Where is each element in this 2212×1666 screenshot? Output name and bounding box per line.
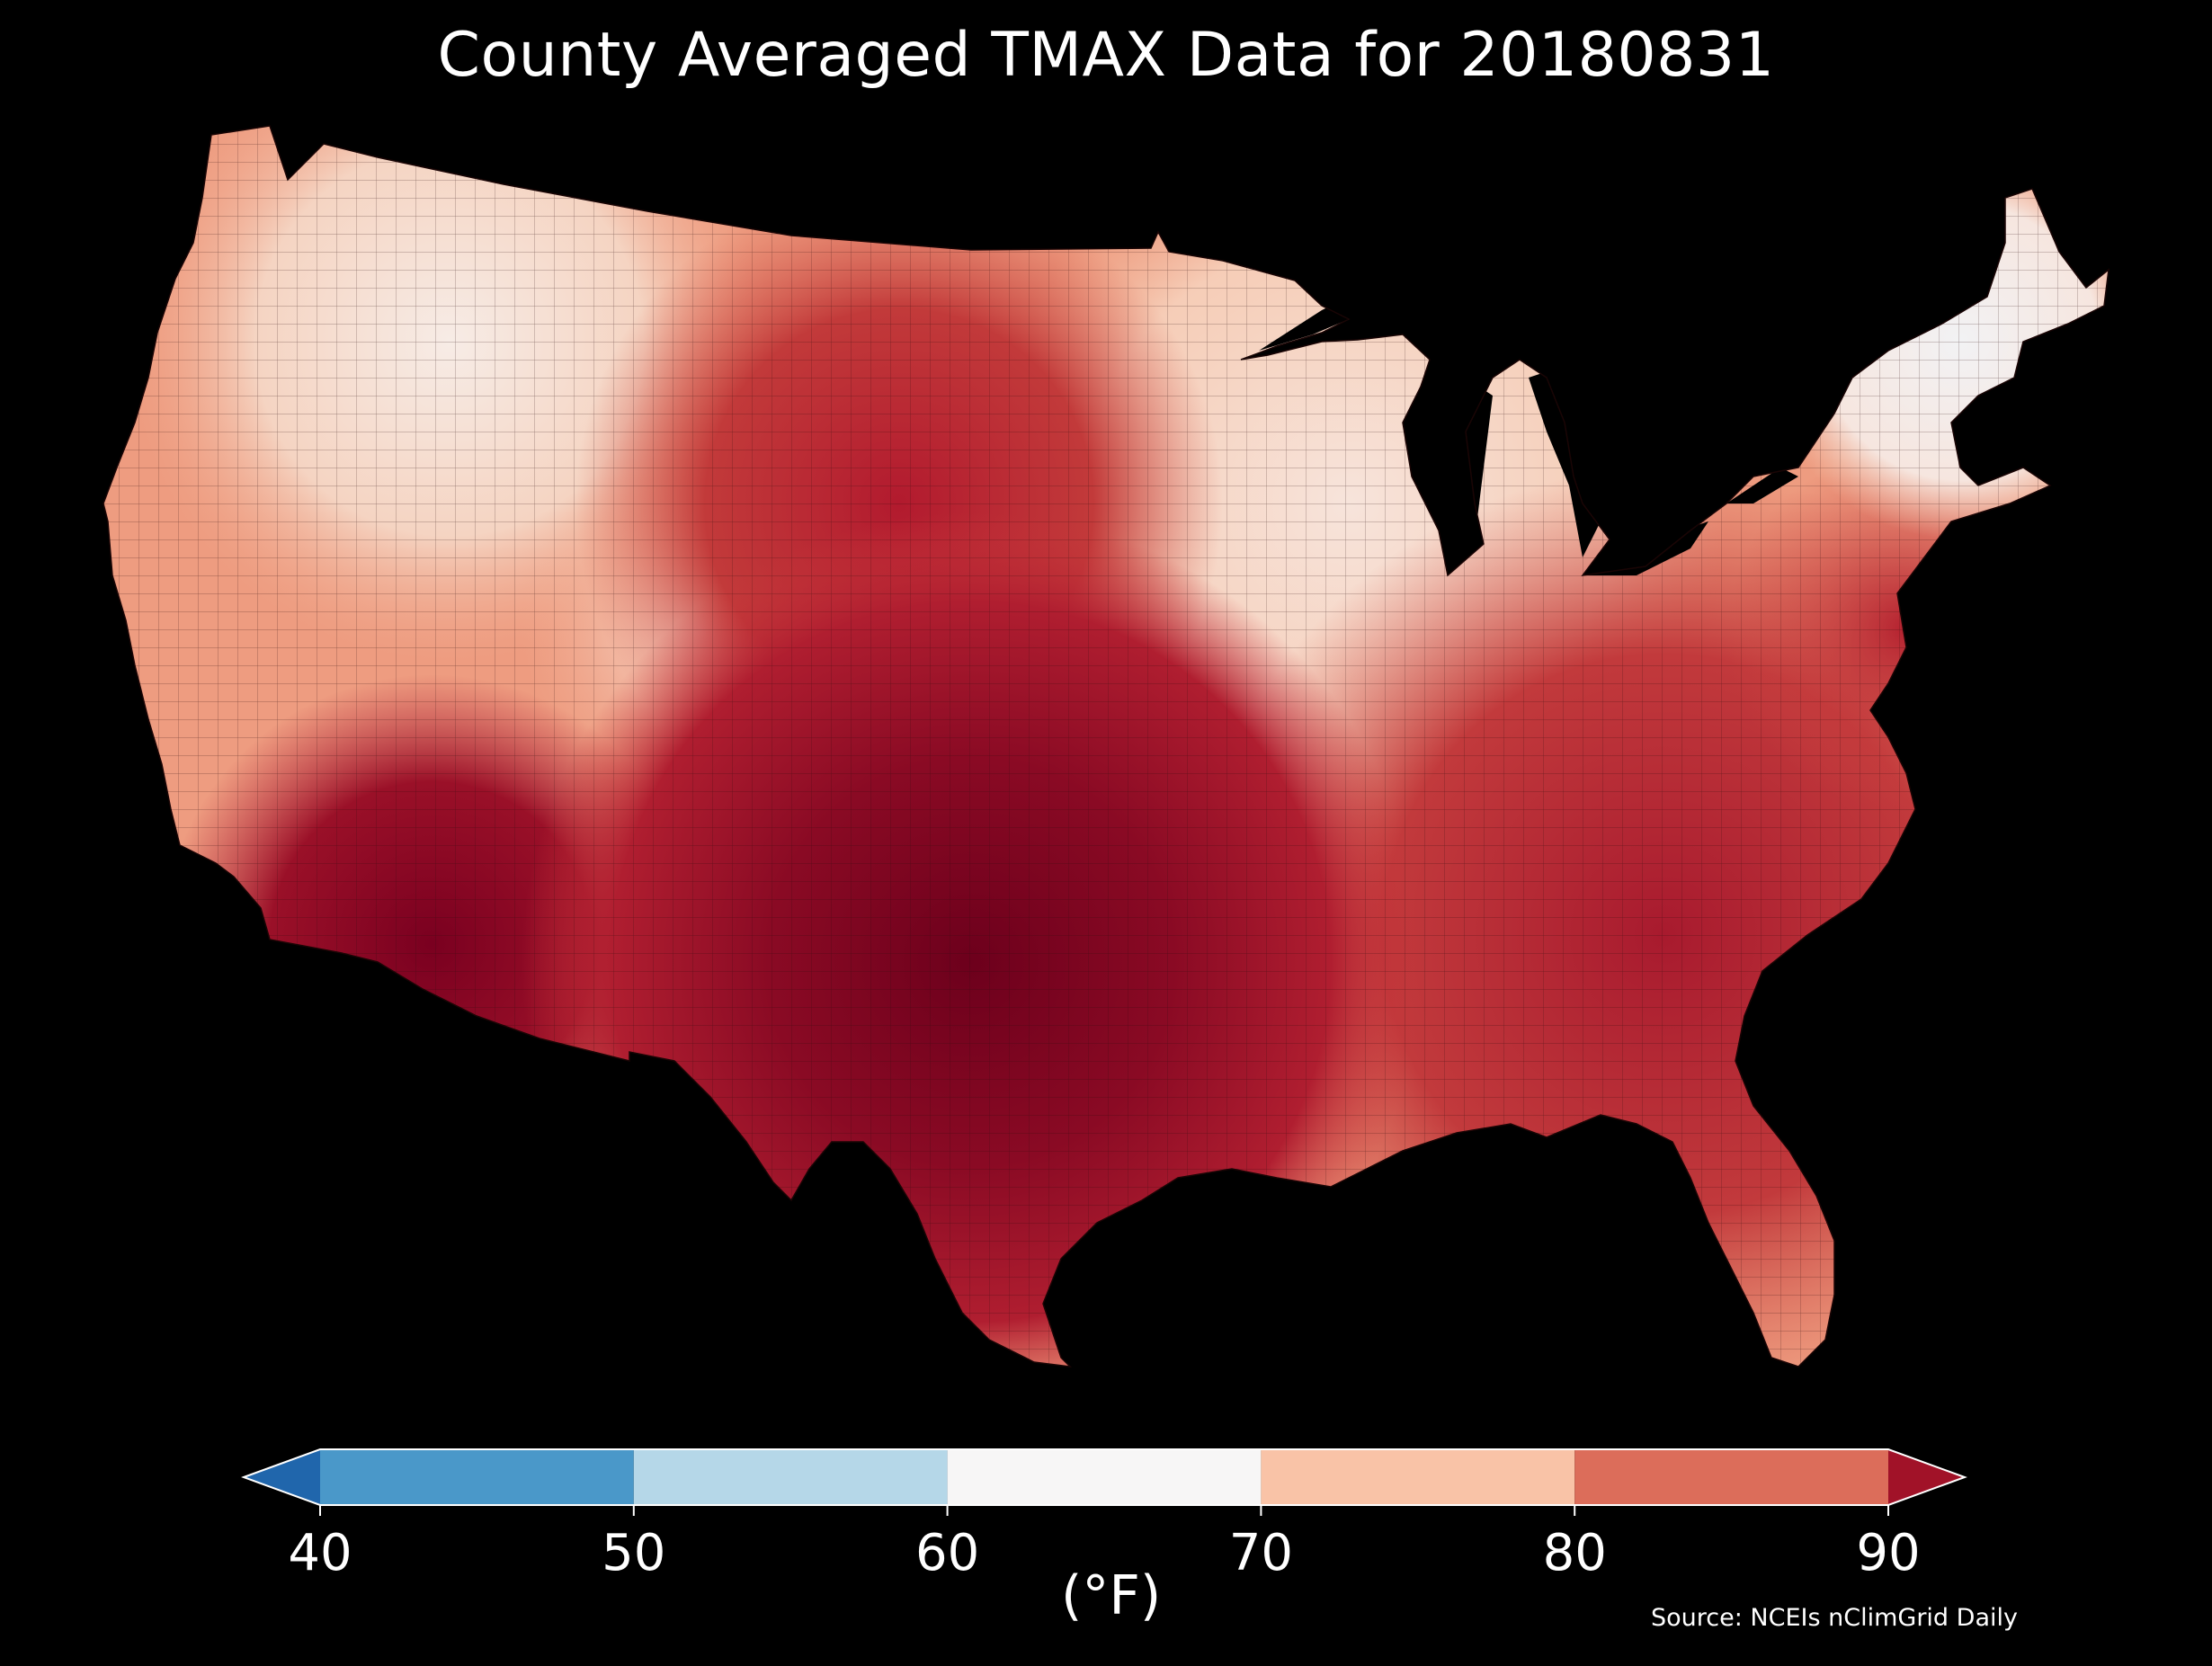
- colorbar-bin-80-90: [1574, 1449, 1888, 1505]
- colorbar-tick-label-70: 70: [1229, 1524, 1293, 1582]
- colorbar-tick-label-80: 80: [1543, 1524, 1607, 1582]
- colorbar-bin-60-70: [947, 1449, 1262, 1505]
- colorbar-tick-label-40: 40: [288, 1524, 352, 1582]
- colorbar-tick-label-50: 50: [602, 1524, 665, 1582]
- colorbar-bin-50-60: [633, 1449, 948, 1505]
- colorbar-tick-label-90: 90: [1856, 1524, 1920, 1582]
- colorbar-bin-70-80: [1261, 1449, 1575, 1505]
- great-lakes: [1259, 288, 1798, 575]
- source-credit: Source: NCEIs nClimGrid Daily: [1651, 1604, 2018, 1632]
- colorbar-under-arrow: [244, 1449, 320, 1505]
- colorbar-unit-label: (°F): [1061, 1564, 1162, 1627]
- colorbar-bin-40-50: [320, 1449, 634, 1505]
- colorbar-over-arrow: [1888, 1449, 1965, 1505]
- colorbar-tick-label-60: 60: [915, 1524, 979, 1582]
- map-title: County Averaged TMAX Data for 20180831: [437, 20, 1775, 91]
